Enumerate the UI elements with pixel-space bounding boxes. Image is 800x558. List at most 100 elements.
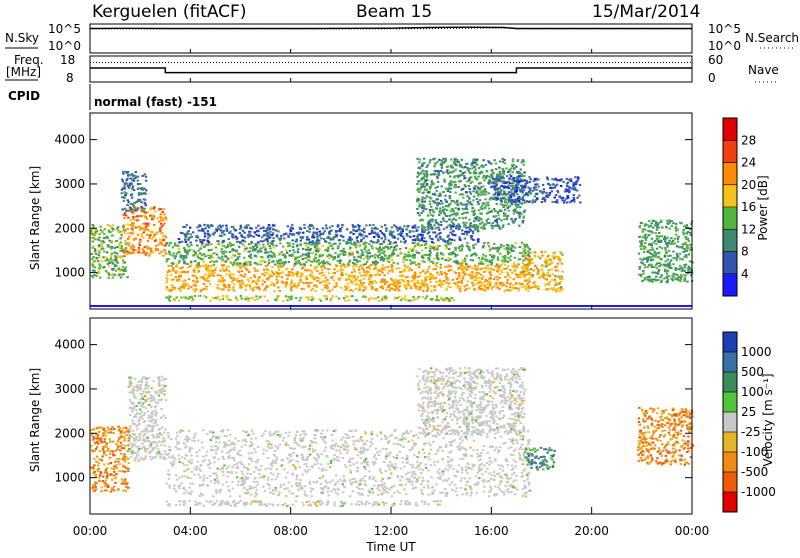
power-cell — [422, 192, 424, 194]
power-cell — [638, 253, 640, 255]
power-cell — [494, 284, 496, 286]
power-cell — [156, 217, 158, 219]
freq-line — [90, 68, 692, 73]
power-cell — [125, 270, 127, 272]
power-cell — [126, 250, 128, 252]
power-cell — [481, 205, 483, 207]
power-cell — [426, 189, 428, 191]
power-cell — [170, 274, 172, 276]
power-cell — [654, 240, 656, 242]
power-cell — [336, 270, 338, 272]
power-cell — [123, 217, 125, 219]
power-cell — [320, 300, 322, 302]
power-cell — [427, 164, 429, 166]
power-cell — [395, 249, 397, 251]
power-cell — [282, 246, 284, 248]
power-cell — [173, 252, 175, 254]
power-cell — [287, 236, 289, 238]
power-cell — [332, 258, 334, 260]
power-cell — [480, 191, 482, 193]
power-cell — [421, 165, 423, 167]
power-cell — [421, 219, 423, 221]
power-cell — [448, 187, 450, 189]
power-cell — [529, 189, 531, 191]
power-cell — [395, 285, 397, 287]
power-cell — [298, 256, 300, 258]
power-cell — [324, 240, 326, 242]
power-cell — [444, 240, 446, 242]
power-cell — [268, 224, 270, 226]
power-cell — [132, 186, 134, 188]
power-cell — [195, 288, 197, 290]
power-cell — [172, 267, 174, 269]
power-cell — [160, 233, 162, 235]
power-cell — [430, 281, 432, 283]
power-cell — [668, 220, 670, 222]
power-cell — [357, 241, 359, 243]
power-cell — [469, 177, 471, 179]
power-cell — [345, 287, 347, 289]
power-cell — [448, 225, 450, 227]
power-cell — [325, 225, 327, 227]
power-cell — [264, 234, 266, 236]
power-cell — [250, 235, 252, 237]
power-cell — [414, 245, 416, 247]
power-cell — [459, 170, 461, 172]
power-cell — [114, 274, 116, 276]
power-cell — [143, 208, 145, 210]
power-cell — [221, 248, 223, 250]
power-cell — [426, 295, 428, 297]
power-cell — [488, 281, 490, 283]
power-cell — [463, 274, 465, 276]
power-cell — [498, 218, 500, 220]
power-cell — [510, 255, 512, 257]
power-cell — [243, 250, 245, 252]
power-cell — [170, 265, 172, 267]
power-cell — [151, 216, 153, 218]
power-cell — [173, 288, 175, 290]
power-cell — [132, 225, 134, 227]
power-cell — [503, 245, 505, 247]
power-cell — [526, 270, 528, 272]
power-cell — [525, 287, 527, 289]
power-cell — [160, 223, 162, 225]
power-cell — [671, 220, 673, 222]
power-cell — [432, 262, 434, 264]
power-cell — [505, 289, 507, 291]
power-cell — [125, 267, 127, 269]
power-cell — [409, 259, 411, 261]
power-cell — [382, 297, 384, 299]
power-cell — [107, 224, 109, 226]
power-cell — [435, 227, 437, 229]
power-cell — [344, 289, 346, 291]
power-cell — [279, 239, 281, 241]
power-cell — [515, 184, 517, 186]
power-cell — [491, 288, 493, 290]
power-cell — [216, 260, 218, 262]
power-cell — [484, 285, 486, 287]
power-cell — [347, 263, 349, 265]
power-cell — [567, 197, 569, 199]
power-cell — [481, 257, 483, 259]
power-cell — [205, 268, 207, 270]
power-cell — [361, 251, 363, 253]
power-cell — [172, 255, 174, 257]
power-cell — [508, 199, 510, 201]
power-cell — [401, 228, 403, 230]
power-cell — [113, 252, 115, 254]
power-cell — [230, 277, 232, 279]
power-cell — [655, 222, 657, 224]
power-cell — [464, 260, 466, 262]
power-cell — [392, 236, 394, 238]
power-cell — [284, 255, 286, 257]
power-cell — [232, 254, 234, 256]
power-cell — [455, 169, 457, 171]
power-cell — [573, 199, 575, 201]
power-cell — [100, 248, 102, 250]
power-cell — [214, 232, 216, 234]
power-cell — [323, 260, 325, 262]
power-cell — [423, 231, 425, 233]
power-cell — [437, 227, 439, 229]
power-cell — [485, 164, 487, 166]
power-cell — [184, 280, 186, 282]
